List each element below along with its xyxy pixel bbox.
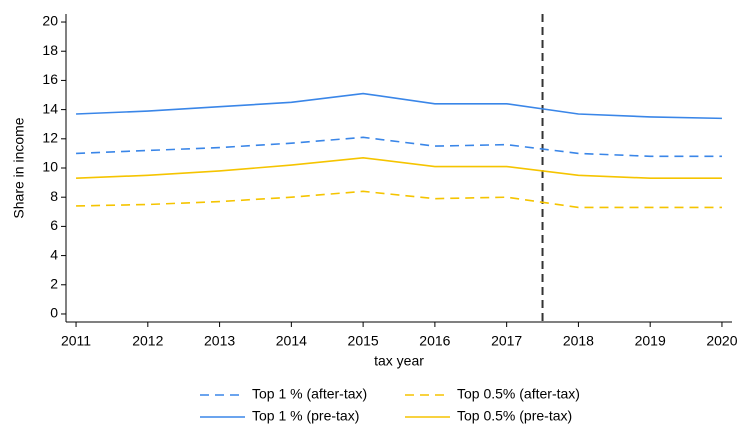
y-axis-label: Share in income <box>11 117 27 218</box>
y-tick-label: 4 <box>50 246 58 262</box>
legend-label: Top 0.5% (pre-tax) <box>457 408 572 424</box>
x-tick-label: 2014 <box>276 333 307 349</box>
series-line <box>76 190 722 209</box>
series-line <box>76 136 722 158</box>
y-tick-label: 20 <box>42 13 58 29</box>
y-tick-label: 8 <box>50 188 58 204</box>
x-tick-label: 2018 <box>563 333 594 349</box>
x-tick-label: 2011 <box>61 333 91 349</box>
x-tick-label: 2012 <box>132 333 163 349</box>
series-line <box>76 92 722 120</box>
y-tick-label: 0 <box>50 305 58 321</box>
x-tick-label: 2017 <box>491 333 522 349</box>
legend-label: Top 0.5% (after-tax) <box>457 386 580 402</box>
x-tick-label: 2015 <box>348 333 379 349</box>
x-axis-label: tax year <box>374 353 424 369</box>
series-line <box>76 156 722 180</box>
x-tick-label: 2020 <box>706 333 737 349</box>
y-tick-label: 14 <box>42 100 58 116</box>
x-tick-label: 2019 <box>635 333 666 349</box>
y-tick-label: 18 <box>42 42 58 58</box>
legend-label: Top 1 % (pre-tax) <box>252 408 359 424</box>
legend-label: Top 1 % (after-tax) <box>252 386 367 402</box>
x-tick-label: 2013 <box>204 333 235 349</box>
y-tick-label: 10 <box>42 159 58 175</box>
x-tick-label: 2016 <box>419 333 450 349</box>
y-tick-label: 12 <box>42 130 58 146</box>
y-tick-label: 6 <box>50 217 58 233</box>
y-tick-label: 2 <box>50 275 58 291</box>
y-tick-label: 16 <box>42 71 58 87</box>
